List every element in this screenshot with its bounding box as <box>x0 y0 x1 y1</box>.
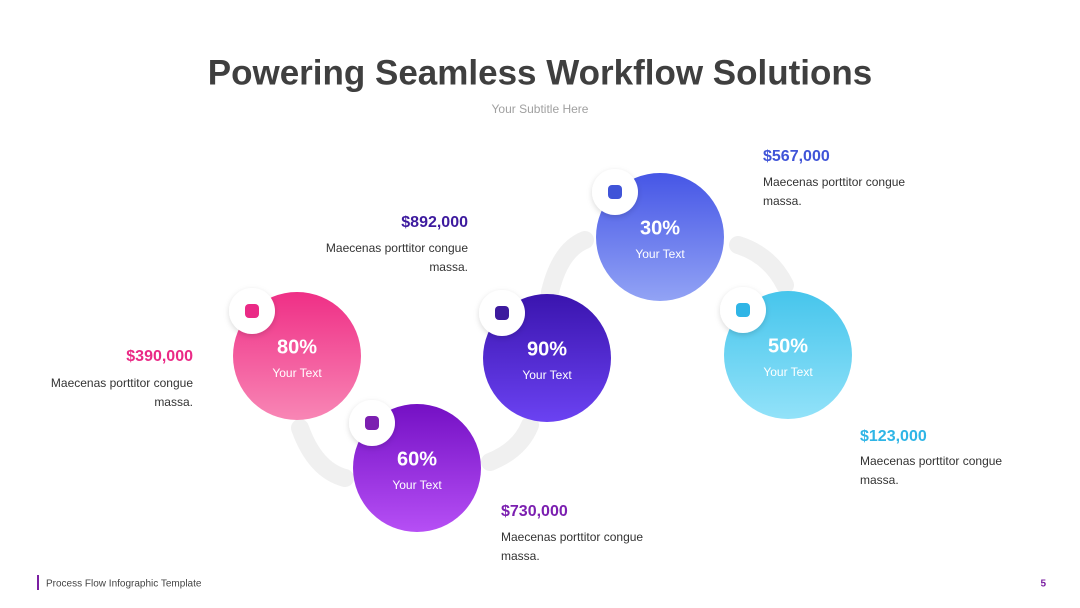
arrow <box>291 419 354 487</box>
step-label: Your Text <box>635 247 685 261</box>
step-percent: 50% <box>768 335 808 357</box>
step-label: Your Text <box>272 366 322 380</box>
step-description: massa. <box>154 395 193 409</box>
page-number: 5 <box>1040 579 1046 590</box>
arrow <box>541 231 594 301</box>
title: Powering Seamless Workflow Solutions <box>208 53 873 92</box>
step-percent: 30% <box>640 217 680 239</box>
icon <box>736 303 750 317</box>
footer-text: Process Flow Infographic Template <box>46 579 202 590</box>
step-description: Maecenas porttitor congue <box>51 376 193 390</box>
subtitle: Your Subtitle Here <box>492 102 589 116</box>
arrow <box>729 236 794 294</box>
step-description: massa. <box>763 194 802 208</box>
icon <box>495 306 509 320</box>
step-amount: $123,000 <box>860 428 927 445</box>
step-amount: $567,000 <box>763 148 830 165</box>
footer-bar <box>37 575 39 590</box>
step-amount: $390,000 <box>126 348 193 365</box>
arrow <box>481 416 539 471</box>
step-description: massa. <box>501 549 540 563</box>
step-description: Maecenas porttitor congue <box>326 241 468 255</box>
step-amount: $892,000 <box>401 214 468 231</box>
step-label: Your Text <box>392 478 442 492</box>
step-description: Maecenas porttitor congue <box>763 175 905 189</box>
step-percent: 90% <box>527 338 567 360</box>
step-label: Your Text <box>763 365 813 379</box>
arrows <box>291 231 794 487</box>
step-percent: 80% <box>277 336 317 358</box>
step-description: massa. <box>860 473 899 487</box>
step-amount: $730,000 <box>501 503 568 520</box>
step-description: Maecenas porttitor congue <box>501 530 643 544</box>
icon <box>608 185 622 199</box>
step-description: Maecenas porttitor congue <box>860 454 1002 468</box>
step-percent: 60% <box>397 448 437 470</box>
icon <box>245 304 259 318</box>
step-label: Your Text <box>522 368 572 382</box>
icon <box>365 416 379 430</box>
step-description: massa. <box>429 260 468 274</box>
